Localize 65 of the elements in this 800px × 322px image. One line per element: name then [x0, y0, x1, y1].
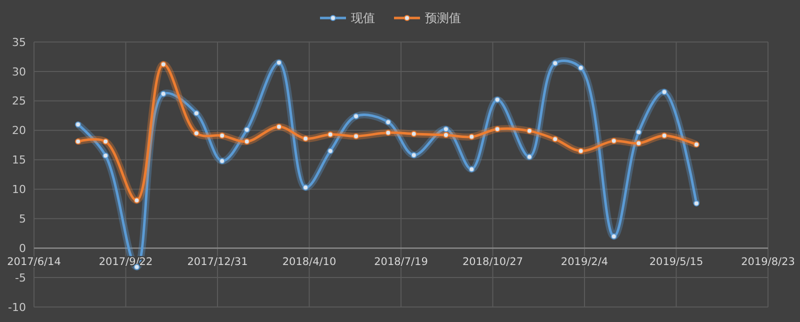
point — [636, 129, 642, 136]
point — [193, 130, 200, 136]
point — [302, 136, 309, 142]
x-tick-label: 2018/10/27 — [462, 256, 524, 268]
y-tick-label: 15 — [12, 154, 26, 167]
point — [134, 197, 140, 204]
point — [636, 140, 642, 146]
point — [353, 133, 360, 140]
y-tick-label: 5 — [19, 212, 26, 226]
point — [610, 233, 617, 240]
point — [219, 158, 226, 164]
point — [661, 132, 668, 139]
point — [442, 126, 449, 132]
point — [468, 134, 475, 140]
point — [244, 138, 250, 145]
point — [327, 148, 334, 154]
point — [552, 136, 558, 142]
point — [494, 126, 500, 132]
x-tick-label: 2018/7/19 — [374, 256, 428, 268]
x-tick-label: 2019/2/4 — [560, 256, 608, 268]
point — [468, 166, 475, 172]
y-tick-label: -5 — [15, 271, 26, 284]
point — [494, 96, 500, 103]
point — [578, 64, 584, 71]
point — [276, 124, 282, 130]
y-tick-label: 25 — [12, 94, 26, 108]
x-tick-label: 2019/5/15 — [649, 256, 704, 268]
point — [552, 60, 558, 66]
point — [578, 148, 584, 154]
y-tick-label: 30 — [12, 65, 26, 78]
point — [353, 113, 360, 120]
legend-label: 现值 — [351, 11, 375, 26]
point — [102, 138, 109, 145]
point — [75, 121, 82, 128]
point — [302, 184, 309, 190]
point — [193, 110, 200, 116]
y-tick-label: 10 — [12, 183, 26, 196]
point — [244, 126, 250, 133]
x-tick-label: 2017/6/14 — [7, 256, 62, 268]
y-tick-label: 0 — [19, 242, 26, 255]
y-tick-label: 35 — [12, 36, 26, 49]
point — [219, 132, 226, 139]
x-tick-label: 2017/12/31 — [187, 256, 248, 268]
point — [442, 132, 449, 138]
point — [410, 130, 417, 137]
point — [385, 130, 392, 136]
point — [693, 200, 700, 206]
point — [661, 89, 668, 96]
point — [327, 131, 334, 138]
point — [410, 152, 417, 158]
x-tick-label: 2019/8/23 — [741, 256, 795, 268]
point — [160, 90, 166, 97]
point — [693, 141, 700, 148]
y-tick-label: -10 — [8, 300, 26, 314]
legend-label: 预测值 — [425, 11, 461, 26]
point — [160, 61, 166, 68]
point — [526, 154, 532, 160]
point — [75, 138, 82, 145]
y-tick-label: 20 — [12, 124, 26, 138]
point — [610, 138, 617, 144]
point — [102, 152, 109, 159]
point — [385, 119, 392, 126]
x-tick-label: 2018/4/10 — [282, 256, 336, 268]
point — [276, 60, 282, 66]
point — [526, 128, 532, 134]
